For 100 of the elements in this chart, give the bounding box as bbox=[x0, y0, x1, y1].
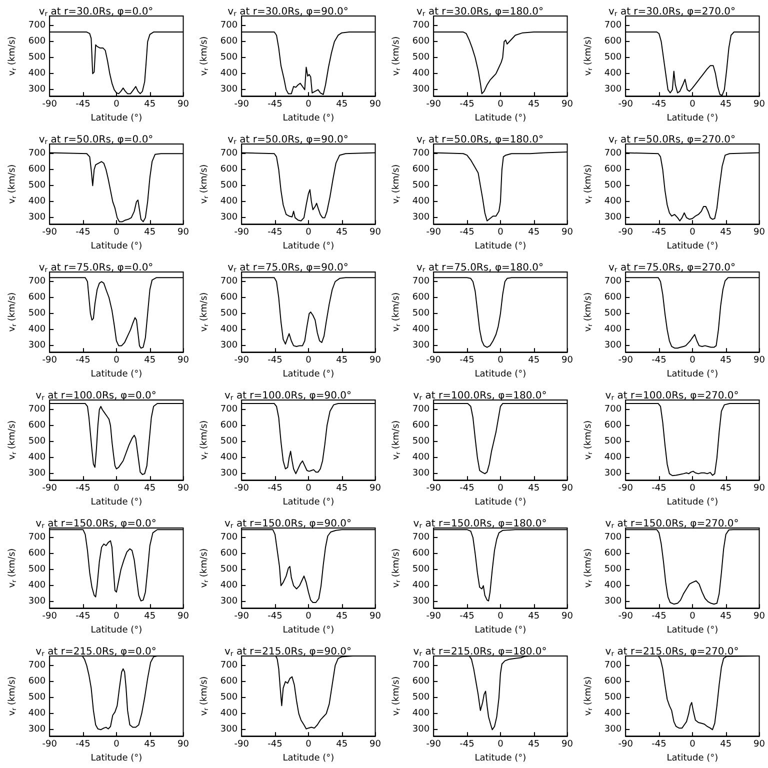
y-tick-label: 300 bbox=[412, 596, 430, 607]
y-tick-label: 600 bbox=[28, 292, 46, 303]
y-tick-label: 400 bbox=[28, 580, 46, 591]
y-tick-label: 500 bbox=[28, 564, 46, 575]
x-tick-label: -45 bbox=[76, 100, 90, 110]
x-tick-label: 0 bbox=[498, 100, 504, 110]
y-tick-label: 700 bbox=[412, 660, 430, 671]
y-tick-label: 400 bbox=[220, 196, 238, 207]
y-tick-label: 300 bbox=[28, 468, 46, 479]
y-tick-label: 500 bbox=[220, 564, 238, 575]
x-axis-title: Latitude (°) bbox=[90, 626, 142, 636]
x-axis-title: Latitude (°) bbox=[90, 370, 142, 380]
x-tick-label: 0 bbox=[306, 356, 312, 366]
y-tick-label: 700 bbox=[28, 404, 46, 415]
y-tick-label: 500 bbox=[412, 180, 430, 191]
y-tick-label: 500 bbox=[604, 180, 622, 191]
x-tick-label: 45 bbox=[528, 740, 540, 750]
y-tick-label: 300 bbox=[28, 724, 46, 735]
y-tick-label: 600 bbox=[604, 164, 622, 175]
x-tick-label: -45 bbox=[652, 100, 666, 110]
x-tick-label: 0 bbox=[306, 484, 312, 494]
x-tick-label: -90 bbox=[234, 100, 250, 110]
x-tick-label: 0 bbox=[498, 228, 504, 238]
x-tick-label: -90 bbox=[234, 612, 250, 622]
x-tick-label: 45 bbox=[336, 740, 348, 750]
x-tick-label: 45 bbox=[528, 356, 540, 366]
x-tick-label: -90 bbox=[618, 484, 634, 494]
y-tick-label: 300 bbox=[604, 340, 622, 351]
x-axis-title: Latitude (°) bbox=[90, 754, 142, 764]
x-tick-label: 0 bbox=[690, 100, 696, 110]
y-tick-label: 700 bbox=[28, 148, 46, 159]
y-tick-label: 500 bbox=[220, 180, 238, 191]
x-tick-label: 0 bbox=[306, 740, 312, 750]
x-tick-label: -90 bbox=[426, 740, 442, 750]
y-tick-label: 400 bbox=[604, 580, 622, 591]
x-tick-label: 45 bbox=[336, 612, 348, 622]
y-tick-label: 400 bbox=[220, 68, 238, 79]
y-tick-label: 500 bbox=[604, 564, 622, 575]
y-tick-label: 700 bbox=[28, 660, 46, 671]
x-tick-label: -90 bbox=[426, 228, 442, 238]
y-tick-label: 600 bbox=[604, 36, 622, 47]
y-tick-label: 700 bbox=[604, 404, 622, 415]
x-axis-title: Latitude (°) bbox=[474, 754, 526, 764]
y-tick-label: 300 bbox=[220, 468, 238, 479]
x-tick-label: 0 bbox=[114, 612, 120, 622]
y-tick-label: 300 bbox=[412, 84, 430, 95]
x-tick-label: 45 bbox=[144, 228, 156, 238]
y-tick-label: 600 bbox=[220, 548, 238, 559]
x-tick-label: 0 bbox=[690, 612, 696, 622]
y-tick-label: 700 bbox=[412, 532, 430, 543]
y-tick-label: 700 bbox=[604, 20, 622, 31]
x-tick-label: -90 bbox=[42, 356, 58, 366]
x-tick-label: 45 bbox=[720, 740, 732, 750]
y-tick-label: 400 bbox=[604, 196, 622, 207]
x-axis-title: Latitude (°) bbox=[282, 754, 334, 764]
x-tick-label: -90 bbox=[42, 740, 58, 750]
x-tick-label: 90 bbox=[754, 484, 766, 494]
x-tick-label: 45 bbox=[720, 228, 732, 238]
x-tick-label: -45 bbox=[652, 356, 666, 366]
y-tick-label: 300 bbox=[604, 724, 622, 735]
x-tick-label: 0 bbox=[498, 356, 504, 366]
y-tick-label: 500 bbox=[412, 308, 430, 319]
y-tick-label: 700 bbox=[604, 660, 622, 671]
x-tick-label: 0 bbox=[114, 356, 120, 366]
y-tick-label: 300 bbox=[28, 84, 46, 95]
y-tick-label: 500 bbox=[604, 436, 622, 447]
y-tick-label: 700 bbox=[220, 148, 238, 159]
x-tick-label: -90 bbox=[426, 612, 442, 622]
x-tick-label: -90 bbox=[618, 740, 634, 750]
y-tick-label: 700 bbox=[28, 20, 46, 31]
y-tick-label: 600 bbox=[220, 36, 238, 47]
y-tick-label: 700 bbox=[220, 660, 238, 671]
x-tick-label: -45 bbox=[652, 228, 666, 238]
x-tick-label: -90 bbox=[618, 100, 634, 110]
x-tick-label: 90 bbox=[754, 612, 766, 622]
y-tick-label: 300 bbox=[412, 212, 430, 223]
x-tick-label: 0 bbox=[498, 612, 504, 622]
x-tick-label: 0 bbox=[114, 100, 120, 110]
x-tick-label: 45 bbox=[528, 100, 540, 110]
x-tick-label: -90 bbox=[234, 356, 250, 366]
y-tick-label: 300 bbox=[412, 340, 430, 351]
x-tick-label: 90 bbox=[562, 228, 574, 238]
y-tick-label: 600 bbox=[412, 36, 430, 47]
y-tick-label: 400 bbox=[28, 708, 46, 719]
y-tick-label: 300 bbox=[28, 340, 46, 351]
x-tick-label: 90 bbox=[754, 356, 766, 366]
x-tick-label: 45 bbox=[720, 612, 732, 622]
x-tick-label: 90 bbox=[178, 612, 190, 622]
y-tick-label: 600 bbox=[28, 420, 46, 431]
y-tick-label: 500 bbox=[604, 308, 622, 319]
x-tick-label: -45 bbox=[268, 740, 282, 750]
x-axis-title: Latitude (°) bbox=[282, 626, 334, 636]
x-tick-label: 90 bbox=[178, 356, 190, 366]
x-axis-title: Latitude (°) bbox=[90, 242, 142, 252]
y-tick-label: 700 bbox=[412, 276, 430, 287]
x-tick-label: 45 bbox=[144, 484, 156, 494]
y-tick-label: 400 bbox=[412, 324, 430, 335]
x-axis-title: Latitude (°) bbox=[666, 626, 718, 636]
x-tick-label: 45 bbox=[720, 356, 732, 366]
x-tick-label: 90 bbox=[178, 484, 190, 494]
